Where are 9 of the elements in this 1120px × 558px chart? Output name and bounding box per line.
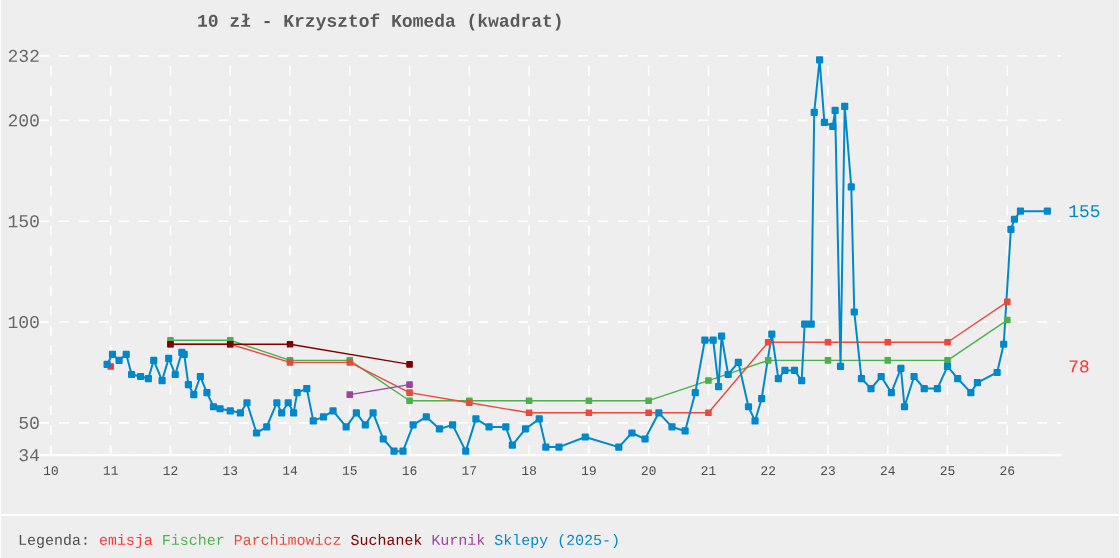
text: 78 bbox=[1069, 359, 1089, 373]
y-tick-label: 232 bbox=[8, 49, 39, 62]
y-tick-label: 100 bbox=[8, 315, 39, 328]
chart-title: 10 zł - Krzysztof Komeda (kwadrat) bbox=[198, 12, 561, 30]
data-label: 155 bbox=[1069, 204, 1100, 217]
y-tick-label: 34 bbox=[19, 448, 39, 461]
y-tick-label: 150 bbox=[8, 214, 39, 227]
y-tick-label: 50 bbox=[19, 416, 39, 429]
y-tick-label: 200 bbox=[8, 113, 39, 127]
